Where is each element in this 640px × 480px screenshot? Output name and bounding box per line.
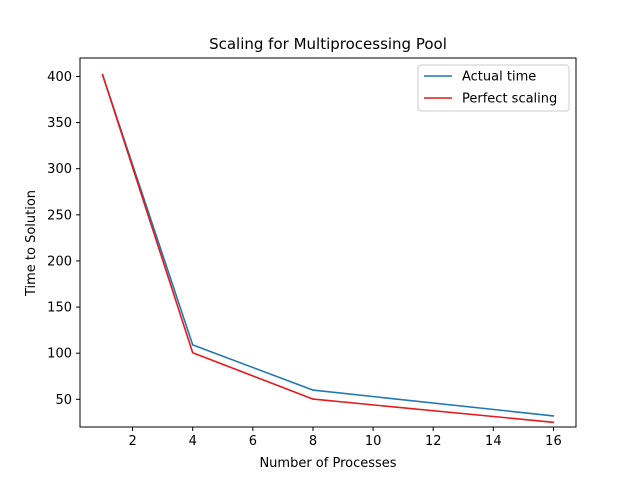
- series-line-actual-time: [101, 73, 555, 417]
- legend-label-perfect-scaling: Perfect scaling: [462, 92, 557, 107]
- x-tick-label-16: 16: [545, 434, 562, 449]
- x-tick-label-6: 6: [249, 434, 257, 449]
- x-tick-label-8: 8: [309, 434, 317, 449]
- legend-label-actual-time: Actual time: [462, 70, 536, 85]
- y-tick-label-100: 100: [47, 347, 72, 362]
- chart-title: Scaling for Multiprocessing Pool: [209, 35, 447, 53]
- y-tick-label-200: 200: [47, 254, 72, 269]
- legend-box: [417, 64, 570, 112]
- series-line-perfect-scaling: [101, 73, 555, 424]
- x-tick-label-10: 10: [365, 434, 382, 449]
- x-tick-label-4: 4: [189, 434, 197, 449]
- plot-area: 2 4 6 8 10 12 14 16 50 100 150 200 250 300 350 400: [47, 57, 577, 449]
- y-tick-label-300: 300: [47, 162, 72, 177]
- y-tick-label-150: 150: [47, 301, 72, 316]
- x-axis-label: Number of Processes: [259, 456, 396, 471]
- y-tick-label-400: 400: [47, 70, 72, 85]
- axes-frame: [79, 57, 577, 428]
- x-tick-label-2: 2: [128, 434, 136, 449]
- x-tick-label-14: 14: [485, 434, 502, 449]
- legend: Actual time Perfect scaling: [417, 64, 570, 112]
- y-tick-label-50: 50: [55, 393, 72, 408]
- y-tick-label-250: 250: [47, 208, 72, 223]
- y-tick-label-350: 350: [47, 116, 72, 131]
- x-tick-label-12: 12: [425, 434, 442, 449]
- y-axis-label: Time to Solution: [24, 190, 39, 297]
